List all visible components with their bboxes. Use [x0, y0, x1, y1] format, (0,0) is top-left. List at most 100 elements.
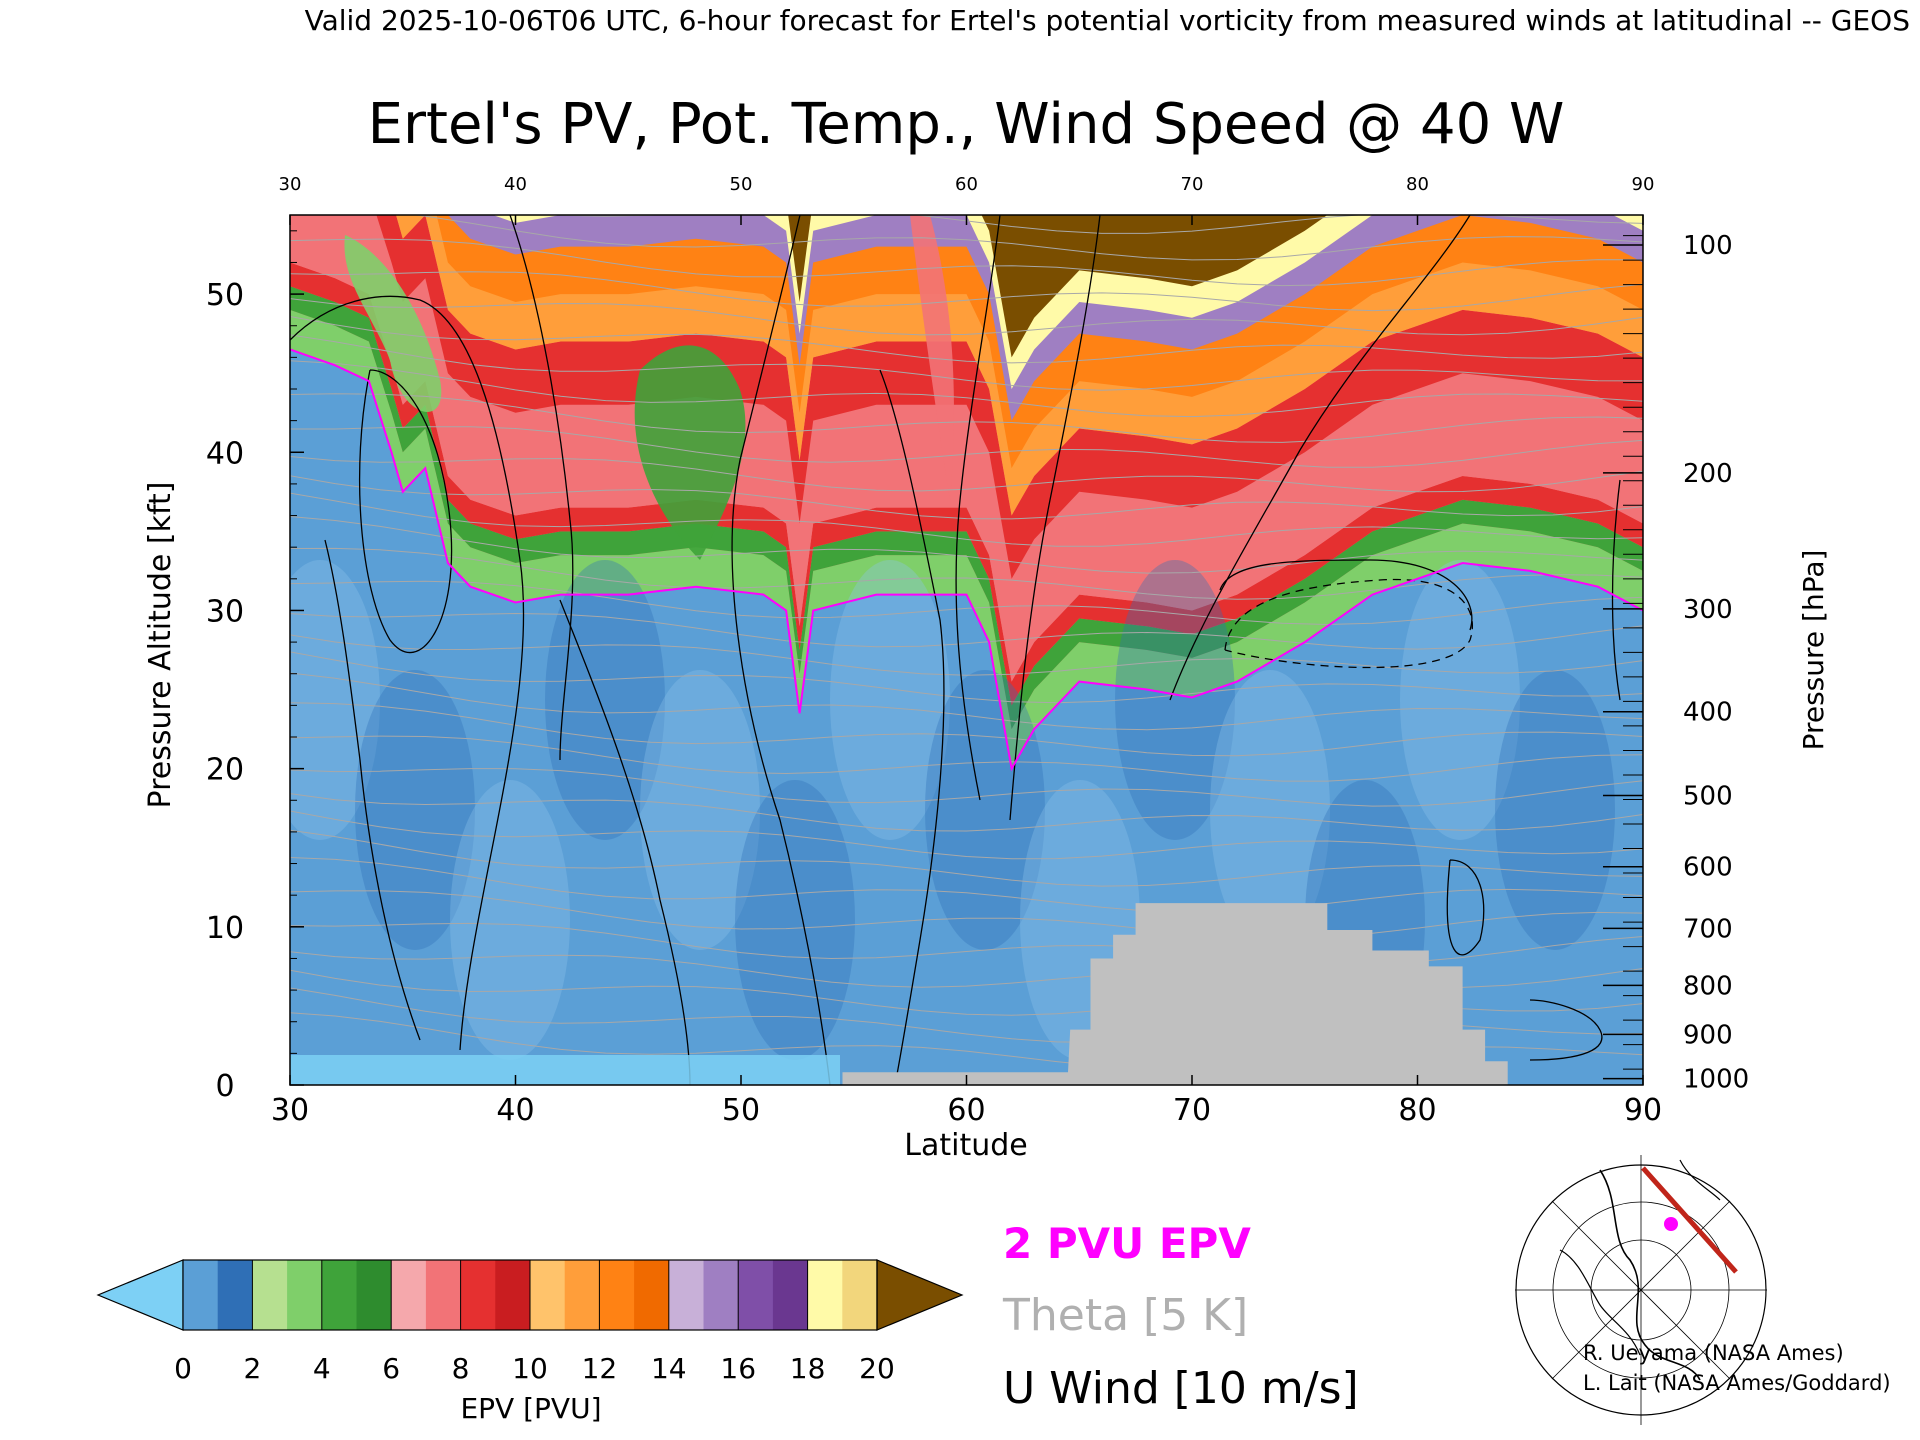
pv-low-patch-0 [290, 560, 380, 840]
colorbar-swatch-11 [564, 1260, 600, 1330]
theta-line-15 [290, 634, 1643, 676]
pv-fold [910, 215, 954, 500]
pv-low-patch-13 [1495, 670, 1615, 950]
colorbar-swatch-9 [495, 1260, 531, 1330]
terrain-mask [842, 903, 1508, 1085]
x-axis-label: Latitude [904, 1128, 1027, 1163]
pv-low-patch-5 [735, 780, 855, 1060]
colorbar-swatch-2 [252, 1260, 288, 1330]
y-tick-label-5: 50 [206, 278, 244, 313]
p-tick-label-9: 100 [1683, 231, 1733, 261]
chart-title: Ertel's PV, Pot. Temp., Wind Speed @ 40 … [368, 92, 1565, 157]
theta-line-20 [290, 492, 1643, 547]
theta-line-12 [290, 702, 1643, 757]
pv-low-patch-1 [355, 670, 475, 950]
p-tick-label-8: 200 [1683, 459, 1733, 489]
p-tick-label-3: 700 [1683, 914, 1733, 944]
theta-line-28 [290, 298, 1643, 336]
colorbar [96, 1259, 964, 1331]
colorbar-label: EPV [PVU] [460, 1392, 601, 1425]
wind-contour-negative [1224, 578, 1474, 669]
theta-line-8 [290, 810, 1643, 860]
wind-contour-6 [879, 369, 945, 1085]
colorbar-swatch-10 [530, 1260, 566, 1330]
x-axis-bottom: 30 40 50 60 70 80 90 [271, 1075, 1662, 1128]
credit-line-1: R. Ueyama (NASA Ames) [1583, 1341, 1844, 1365]
pv-low-patch-3 [545, 560, 665, 840]
theta-line-21 [290, 475, 1643, 520]
pv-band-10 [788, 215, 1328, 358]
colorbar-tick-label-9: 18 [790, 1352, 826, 1385]
theta-line-7 [290, 829, 1643, 887]
colorbar-swatch-17 [772, 1260, 809, 1330]
pv-low-patch-10 [1210, 670, 1330, 950]
p-tick-label-0: 1000 [1683, 1065, 1749, 1095]
y-tick-label-3: 30 [206, 594, 244, 629]
p-tick-label-4: 600 [1683, 853, 1733, 883]
colorbar-low-extension [96, 1259, 184, 1331]
wind-contour-11 [1611, 479, 1621, 701]
theta-line-19 [290, 516, 1643, 574]
x-tick-label-5: 80 [1398, 1093, 1436, 1128]
wind-contour-9 [1169, 215, 1471, 701]
theta-line-29 [290, 271, 1643, 312]
colorbar-swatch-13 [634, 1260, 670, 1330]
wind-contour-1 [324, 539, 421, 1041]
x-tick-label-4: 70 [1173, 1093, 1211, 1128]
colorbar-high-extension [876, 1259, 964, 1331]
y-tick-label-2: 20 [206, 753, 244, 788]
colorbar-swatch-3 [287, 1260, 323, 1330]
p-tick-label-1: 900 [1683, 1020, 1733, 1050]
plot-area [290, 215, 1643, 1085]
colorbar-swatch-14 [668, 1260, 705, 1330]
colorbar-swatch-12 [599, 1260, 635, 1330]
theta-line-6 [290, 857, 1643, 914]
theta-line-18 [290, 547, 1643, 600]
x-axis-top: 30 40 50 60 70 80 90 [279, 174, 1654, 225]
credit-line-2: L. Lait (NASA Ames/Goddard) [1583, 1371, 1891, 1395]
wind-contours [290, 215, 1621, 1085]
theta-line-25 [290, 360, 1643, 418]
colorbar-ticks: 0 2 4 6 8 10 12 14 16 18 20 [174, 1260, 895, 1385]
p-tick-label-7: 300 [1683, 595, 1733, 625]
wind-contour-13 [1529, 999, 1603, 1061]
colorbar-tick-label-1: 2 [243, 1352, 261, 1385]
wind-contour-0 [290, 295, 525, 1051]
legend-theta: Theta [5 K] [1002, 1290, 1248, 1341]
x-tick-label-2: 50 [722, 1093, 760, 1128]
theta-line-17 [290, 580, 1643, 626]
colorbar-swatch-0 [183, 1260, 219, 1330]
p-tick-label-6: 400 [1683, 698, 1733, 728]
wind-contour-7 [1009, 215, 1101, 821]
tropopause-2pvu-line [290, 348, 1643, 772]
colorbar-swatch-7 [425, 1260, 462, 1330]
colorbar-tick-label-8: 16 [720, 1352, 756, 1385]
colorbar-tick-label-5: 10 [512, 1352, 548, 1385]
theta-line-26 [290, 334, 1643, 391]
theta-line-11 [290, 735, 1643, 782]
theta-line-24 [290, 393, 1643, 443]
colorbar-tick-label-3: 6 [382, 1352, 400, 1385]
wind-contour-12 [1446, 859, 1485, 956]
pv-green-patch-1 [634, 345, 746, 560]
theta-line-9 [290, 793, 1643, 832]
theta-line-27 [290, 316, 1643, 364]
p-tick-label-2: 800 [1683, 971, 1733, 1001]
x-top-tick-label-1: 40 [504, 174, 527, 195]
pv-low-patch-12 [1400, 560, 1520, 840]
colorbar-tick-label-7: 14 [651, 1352, 687, 1385]
theta-contours [290, 215, 1643, 1070]
colorbar-swatch-5 [356, 1260, 392, 1330]
colorbar-tick-label-2: 4 [313, 1352, 331, 1385]
pv-low-patch-4 [640, 670, 760, 950]
colorbar-swatch-19 [842, 1260, 878, 1330]
legend-2pvu: 2 PVU EPV [1003, 1219, 1251, 1268]
pv-green-patch-2 [344, 235, 442, 413]
x-top-tick-label-0: 30 [279, 174, 302, 195]
colorbar-swatch-15 [703, 1260, 739, 1330]
wind-contour-2 [358, 369, 453, 654]
colorbar-swatch-4 [321, 1260, 358, 1330]
theta-line-5 [290, 890, 1643, 939]
colorbar-swatch-1 [217, 1260, 253, 1330]
wind-contour-3 [509, 215, 574, 761]
